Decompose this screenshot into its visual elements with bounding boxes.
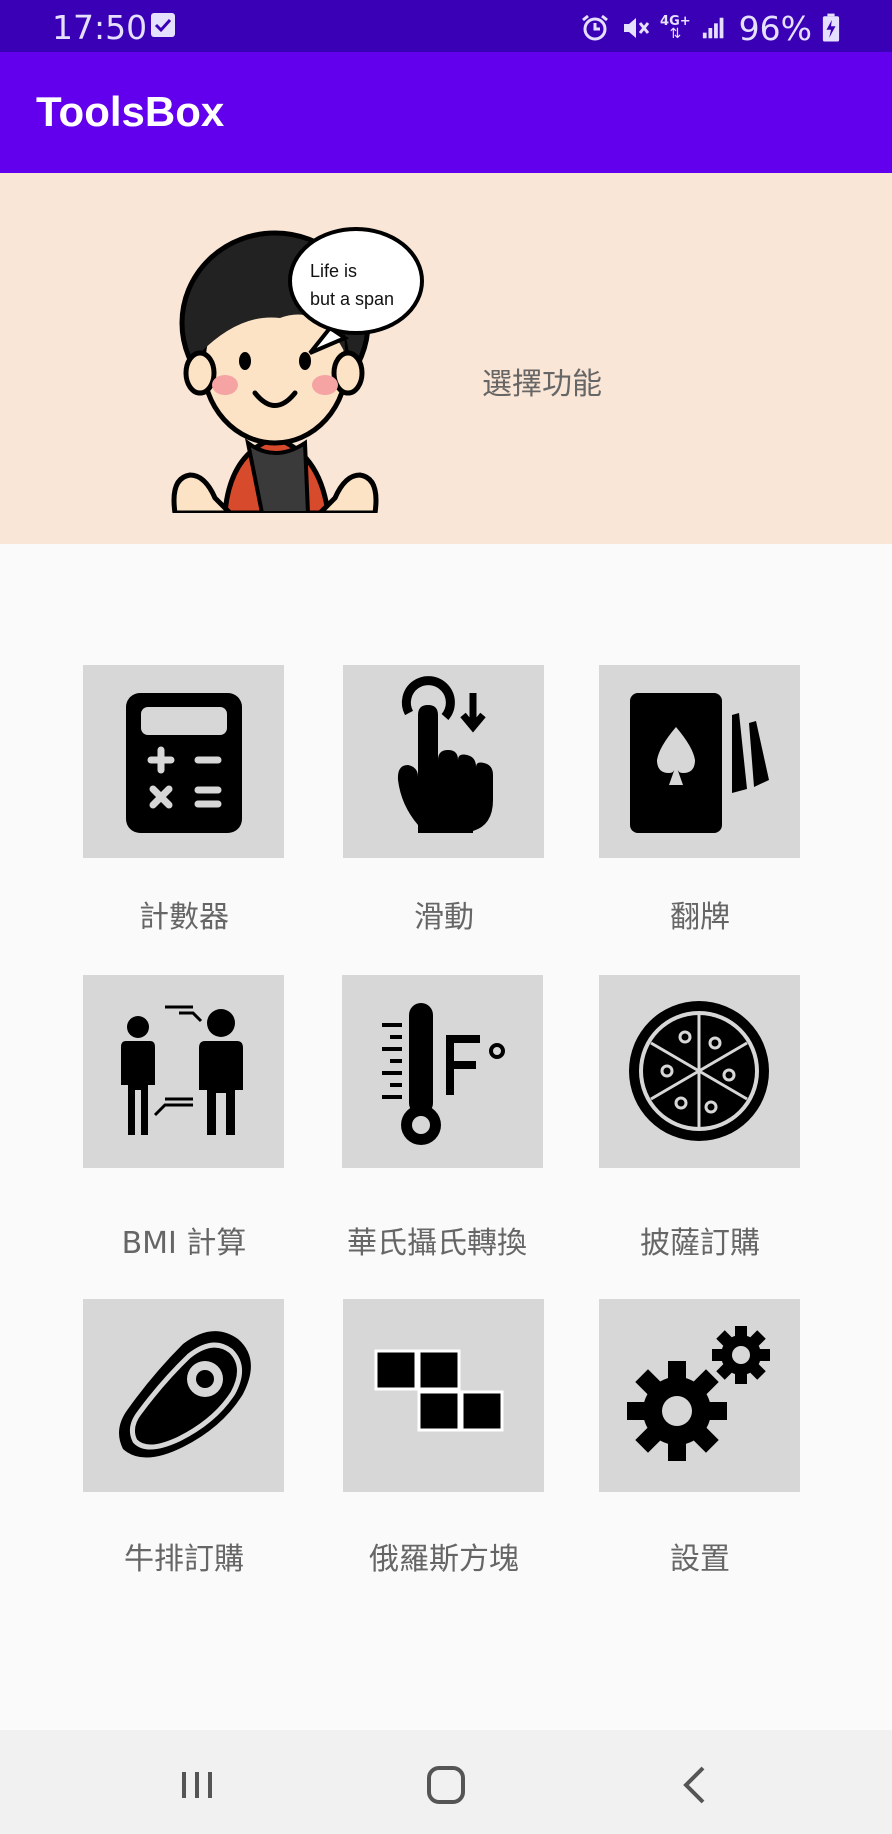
mascot-illustration: Life is but a span (170, 213, 430, 516)
tool-tetris-label: 俄羅斯方塊 (369, 1542, 519, 1577)
pizza-icon (629, 1001, 769, 1141)
swipe-down-icon (397, 676, 493, 833)
alarm-icon (580, 13, 610, 43)
tool-temperature-button[interactable] (342, 975, 543, 1168)
tool-pizza-button[interactable] (599, 975, 800, 1168)
tool-swipe-label: 滑動 (414, 900, 474, 935)
cards-icon (630, 693, 769, 833)
network-4g-icon: 4G+ ⇅ (660, 14, 691, 42)
network-label: 4G+ (660, 14, 691, 29)
app-bar: ToolsBox (0, 52, 892, 173)
tool-flipcard-label: 翻牌 (670, 900, 730, 935)
tool-flipcard-button[interactable] (599, 665, 800, 858)
tetris-icon (374, 1349, 504, 1432)
battery-percent: 96% (738, 8, 812, 48)
notification-check-icon (150, 12, 176, 38)
tool-calculator-label: 計數器 (139, 900, 229, 935)
vibrate-mute-icon (620, 13, 650, 43)
thermometer-icon (382, 1003, 505, 1145)
tool-tetris-button[interactable] (343, 1299, 544, 1492)
tool-bmi-button[interactable] (83, 975, 284, 1168)
tool-bmi-label: BMI 計算 (121, 1226, 247, 1261)
tool-steak-button[interactable] (83, 1299, 284, 1492)
app-title: ToolsBox (36, 88, 225, 135)
home-button[interactable] (421, 1760, 471, 1810)
tool-temperature-label: 華氏攝氏轉換 (347, 1226, 527, 1261)
back-button[interactable] (671, 1760, 721, 1810)
tool-calculator-button[interactable] (83, 665, 284, 858)
header-banner: Life is but a span 選擇功能 (0, 173, 892, 544)
tool-swipe-button[interactable] (343, 665, 544, 858)
tool-steak-label: 牛排訂購 (124, 1542, 244, 1577)
calculator-icon (126, 693, 242, 833)
tool-pizza-label: 披薩訂購 (640, 1226, 760, 1261)
home-icon (427, 1766, 465, 1804)
battery-charging-icon (822, 13, 840, 43)
status-time: 17:50 (52, 8, 148, 47)
bmi-people-icon (121, 1005, 243, 1135)
recent-apps-icon (182, 1772, 212, 1798)
speech-bubble-line2: but a span (310, 289, 395, 309)
select-function-label: 選擇功能 (482, 367, 602, 402)
tool-settings-button[interactable] (599, 1299, 800, 1492)
system-nav-bar (0, 1730, 892, 1834)
settings-icon (627, 1326, 770, 1461)
signal-icon (701, 13, 729, 43)
back-icon (683, 1766, 705, 1804)
recent-apps-button[interactable] (172, 1760, 222, 1810)
speech-bubble-line1: Life is (310, 261, 358, 281)
tool-settings-label: 設置 (670, 1542, 730, 1577)
status-bar: 17:50 4G+ ⇅ 96% (0, 0, 892, 52)
steak-icon (119, 1331, 251, 1458)
